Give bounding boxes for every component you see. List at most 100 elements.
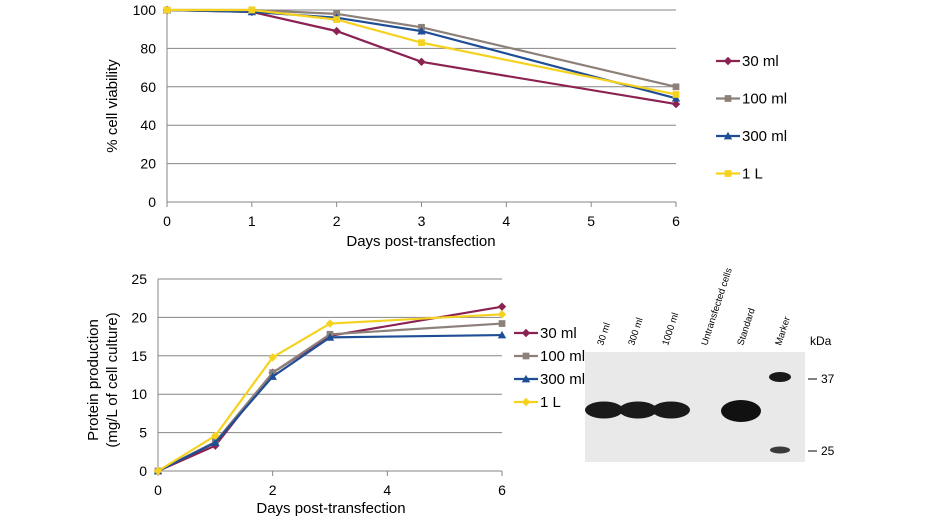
viability-line-300-ml [166, 8, 677, 100]
western-blot: 30 ml 300 ml 1000 ml Untransfected cells… [585, 266, 835, 462]
viability-x-tick-3: 3 [418, 213, 426, 229]
blot-lane-label-1000ml: 1000 ml [660, 311, 681, 347]
viability-point-1-l-0 [163, 6, 171, 14]
production-point-1-l-2 [268, 353, 277, 362]
viability-point-1-l-6 [672, 91, 680, 98]
blot-lane-label-300ml: 300 ml [626, 316, 645, 347]
viability-x-tick-5: 5 [587, 213, 595, 229]
viability-point-30-ml-3 [417, 57, 426, 67]
viability-legend-marker-300-ml [723, 131, 733, 140]
viability-x-tick-1: 1 [248, 213, 256, 229]
production-point-1-l-0 [153, 466, 163, 476]
viability-legend-marker-1-l [724, 170, 732, 177]
production-legend-marker-300-ml [521, 374, 531, 383]
production-point-300-ml-1 [211, 438, 220, 446]
viability-y-tick-100: 100 [133, 2, 157, 18]
production-legend-label-100-ml: 100 ml [540, 348, 585, 365]
viability-legend-item-30-ml: 30 ml [716, 53, 779, 70]
viability-legend-label-100-ml: 100 ml [742, 91, 787, 108]
viability-point-1-l-2 [333, 16, 341, 23]
blot-lane-label-untransfected: Untransfected cells [699, 266, 735, 346]
viability-series [162, 5, 681, 109]
viability-legend-label-300-ml: 300 ml [742, 128, 787, 145]
production-legend-item-30-ml: 30 ml [514, 325, 577, 342]
production-x-tick-2: 2 [269, 482, 277, 498]
viability-series-1-l [163, 6, 680, 98]
blot-band-marker-25 [770, 446, 790, 454]
production-legend-label-300-ml: 300 ml [540, 371, 585, 388]
viability-point-300-ml-6 [671, 94, 681, 102]
viability-y-tick-20: 20 [140, 156, 156, 172]
production-y-tick-0: 0 [139, 463, 147, 479]
viability-legend-item-100-ml: 100 ml [716, 91, 787, 108]
blot-lane-label-standard: Standard [735, 307, 757, 347]
production-y-tick-15: 15 [131, 348, 147, 364]
viability-point-30-ml-6 [671, 99, 681, 109]
production-y-tick-labels: 0 5 10 15 20 25 [131, 271, 147, 479]
blot-band-30ml [585, 401, 623, 419]
blot-marker-label-37: 37 [821, 372, 835, 386]
production-y-tick-5: 5 [139, 425, 147, 441]
production-y-axis-title-line1: Protein production [85, 319, 102, 441]
production-y-axis-title: Protein production (mg/L of cell culture… [85, 312, 121, 447]
viability-legend-label-30-ml: 30 ml [742, 53, 779, 70]
viability-point-1-l-1 [248, 6, 256, 14]
viability-x-axis-title: Days post-transfection [346, 233, 495, 250]
viability-y-tick-40: 40 [140, 117, 156, 133]
viability-legend-item-300-ml: 300 ml [716, 128, 787, 145]
viability-point-100-ml-6 [672, 83, 680, 91]
viability-legend-marker-100-ml [724, 95, 732, 102]
production-chart: 0 5 10 15 20 25 0 2 4 6 Days post-transfection P… [85, 271, 585, 517]
blot-kda-label: kDa [810, 334, 832, 348]
production-point-1-l-1 [211, 431, 220, 440]
production-series [153, 302, 507, 476]
blot-marker-label-25: 25 [821, 444, 835, 458]
production-point-300-ml-2 [268, 372, 277, 380]
production-point-300-ml-3 [325, 333, 335, 341]
production-legend-marker-1-l [521, 397, 531, 407]
production-x-tick-labels: 0 2 4 6 [154, 471, 506, 498]
viability-legend-item-1-l: 1 L [716, 166, 763, 183]
viability-point-30-ml-2 [332, 26, 341, 36]
viability-legend: 30 ml 100 ml 300 ml 1 L [716, 53, 787, 183]
production-point-100-ml-6 [498, 320, 506, 327]
production-legend-item-1-l: 1 L [514, 394, 561, 411]
blot-band-marker-37 [769, 372, 791, 382]
production-x-axis-title: Days post-transfection [256, 500, 405, 517]
production-legend-label-1-l: 1 L [540, 394, 561, 411]
viability-point-1-l-3 [418, 39, 425, 46]
viability-x-tick-2: 2 [333, 213, 341, 229]
production-y-tick-20: 20 [131, 309, 147, 325]
production-x-tick-6: 6 [498, 482, 506, 498]
viability-x-tick-4: 4 [502, 213, 510, 229]
production-legend-item-100-ml: 100 ml [514, 348, 585, 365]
viability-line-1-l [167, 8, 677, 96]
blot-lane-label-marker: Marker [773, 315, 793, 347]
production-series-300-ml [153, 330, 507, 475]
viability-legend-label-1-l: 1 L [742, 166, 763, 183]
production-series-30-ml [153, 302, 507, 476]
production-gridlines [158, 278, 502, 434]
production-legend-label-30-ml: 30 ml [540, 325, 577, 342]
viability-y-tick-60: 60 [140, 79, 156, 95]
production-legend-marker-30-ml [521, 328, 531, 338]
blot-band-1000ml [652, 401, 690, 419]
viability-y-axis-title: % cell viability [104, 59, 121, 153]
production-legend-marker-100-ml [522, 352, 530, 360]
production-legend: 30 ml 100 ml 300 ml 1 L [514, 325, 585, 411]
production-legend-item-300-ml: 300 ml [514, 371, 585, 388]
production-point-1-l-3 [325, 319, 335, 328]
production-x-tick-0: 0 [154, 482, 162, 498]
viability-point-300-ml-3 [417, 26, 426, 35]
viability-series-30-ml [162, 5, 681, 109]
production-x-tick-4: 4 [383, 482, 391, 498]
production-point-30-ml-6 [497, 302, 507, 311]
blot-lane-label-30ml: 30 ml [595, 321, 613, 346]
viability-chart: 0 20 40 60 80 100 0 1 2 3 4 5 6 Days post-transfect… [104, 2, 787, 250]
viability-y-tick-80: 80 [140, 40, 156, 56]
viability-y-tick-0: 0 [148, 194, 156, 210]
production-series-1-l [153, 310, 507, 476]
viability-x-tick-6: 6 [672, 213, 680, 229]
